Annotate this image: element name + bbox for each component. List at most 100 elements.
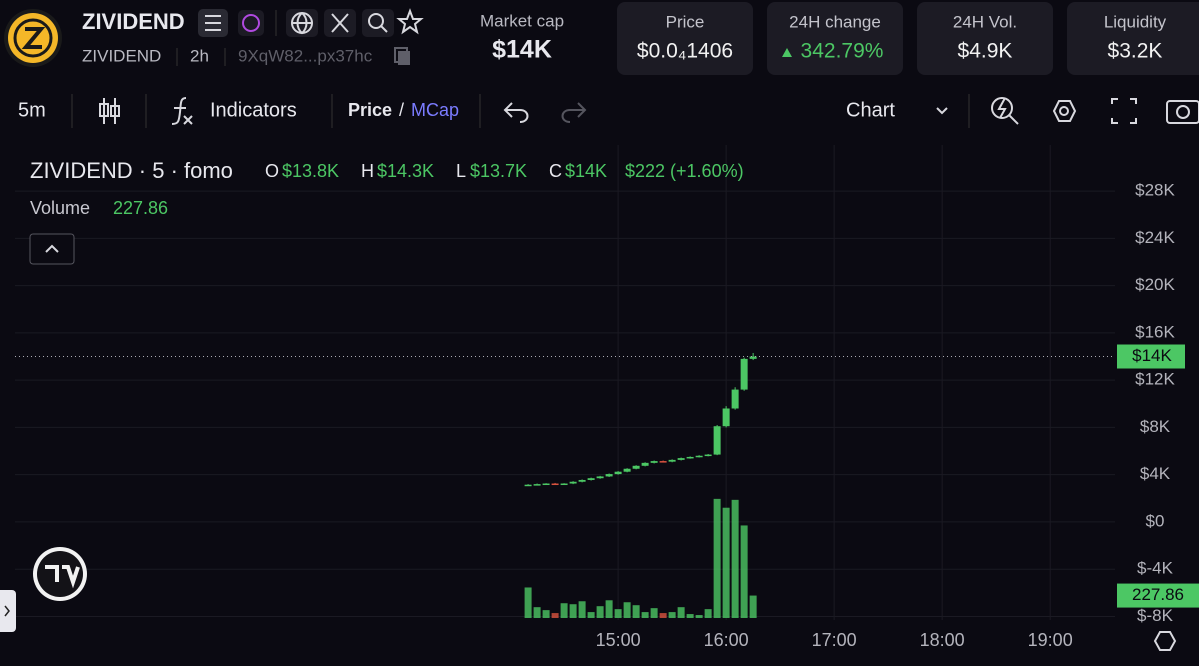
token-age: 2h <box>190 46 209 65</box>
stat-value: 342.79% <box>801 40 884 63</box>
volume-tag-bg <box>1117 583 1199 608</box>
x-tick-label: 16:00 <box>704 630 749 650</box>
candle-body <box>650 461 658 463</box>
volume-bar <box>740 525 748 618</box>
volume-bar <box>632 605 640 618</box>
token-ticker: ZIVIDEND <box>82 46 161 65</box>
screenshot-icon[interactable] <box>1166 100 1199 124</box>
menu-icon[interactable] <box>198 9 228 37</box>
candle-body <box>713 426 721 455</box>
candle-body <box>749 356 757 359</box>
volume-bar <box>659 613 667 618</box>
volume-label: Volume <box>30 198 90 218</box>
candle-body <box>569 481 577 484</box>
axis-settings-icon[interactable] <box>1153 631 1177 651</box>
candle-body <box>686 456 694 459</box>
candle-body <box>659 461 667 463</box>
candle-body <box>632 465 640 469</box>
redo-icon[interactable] <box>561 102 587 123</box>
y-tick-label: $0 <box>1146 511 1165 530</box>
side-panel-toggle[interactable] <box>0 590 16 632</box>
volume-bar <box>668 612 676 618</box>
volume-bar <box>695 615 703 618</box>
volume-bar <box>722 507 730 618</box>
token-name: ZIVIDEND <box>82 9 185 34</box>
candle-body <box>740 358 748 390</box>
stat-card <box>617 2 753 75</box>
logo[interactable] <box>4 9 62 67</box>
up-arrow <box>782 48 792 57</box>
settings-icon[interactable] <box>1052 100 1077 122</box>
mcap-toggle[interactable]: MCap <box>411 100 459 120</box>
undo-icon[interactable] <box>503 102 529 123</box>
x-tick-label: 18:00 <box>920 630 965 650</box>
volume-bar <box>578 601 586 618</box>
stat-card <box>767 2 903 75</box>
volume-bar <box>596 606 604 618</box>
volume-bar <box>587 612 595 618</box>
volume-bar <box>650 608 658 618</box>
website-icon[interactable] <box>286 9 318 37</box>
toggle-separator: / <box>399 100 404 120</box>
volume-bar <box>551 613 559 618</box>
chart-dropdown[interactable]: Chart <box>846 99 895 121</box>
collapse-button[interactable] <box>29 233 75 265</box>
candle-body <box>614 471 622 475</box>
legend-close: $14K <box>565 161 607 181</box>
candle-body <box>587 478 595 480</box>
fullscreen-icon[interactable] <box>1111 98 1137 124</box>
candle-body <box>542 483 550 486</box>
search-icon[interactable] <box>362 9 394 37</box>
y-tick-label: $16K <box>1135 322 1175 341</box>
favorite-icon[interactable] <box>396 8 424 35</box>
legend-h: H <box>361 161 374 181</box>
price-tag: $14K <box>1132 346 1172 365</box>
volume-bar <box>677 607 685 618</box>
candle-body <box>524 484 532 487</box>
candle-body <box>605 474 613 477</box>
volume-bar <box>686 614 694 618</box>
interval[interactable]: 5m <box>18 99 46 121</box>
candle-body <box>533 484 541 486</box>
volume-tag: 227.86 <box>1132 585 1184 604</box>
y-tick-label: $8K <box>1140 417 1171 436</box>
volume-bar <box>704 609 712 618</box>
x-tick-label: 17:00 <box>812 630 857 650</box>
x-tick-label: 19:00 <box>1028 630 1073 650</box>
candle-type-icon[interactable] <box>99 98 120 124</box>
y-tick-label: $12K <box>1135 370 1175 389</box>
x-tick-label: 15:00 <box>596 630 641 650</box>
stat-card <box>917 2 1053 75</box>
price-toggle[interactable]: Price <box>348 100 392 120</box>
volume-bar <box>524 587 532 618</box>
candle-body <box>722 408 730 427</box>
fx-icon[interactable] <box>171 97 193 125</box>
volume-bar <box>533 607 541 618</box>
stat-value: $3.2K <box>1108 40 1163 63</box>
legend-high: $14.3K <box>377 161 434 181</box>
volume-bar <box>614 609 622 618</box>
candle-body <box>677 458 685 460</box>
token-address: 9XqW82...px37hc <box>238 46 373 65</box>
x-icon[interactable] <box>324 9 356 37</box>
legend-low: $13.7K <box>470 161 527 181</box>
tradingview-logo[interactable] <box>33 547 87 601</box>
copy-icon[interactable] <box>394 47 410 65</box>
candle-body <box>641 462 649 466</box>
volume-bar <box>731 499 739 618</box>
volume-bar <box>560 603 568 618</box>
volume-value: 227.86 <box>113 198 168 218</box>
volume-bar <box>542 610 550 618</box>
legend-l: L <box>456 161 466 181</box>
volume-bar <box>641 612 649 618</box>
market-cap-label: Market cap <box>480 11 564 30</box>
badge-icon[interactable] <box>238 10 264 36</box>
volume-bar <box>749 595 757 618</box>
stat-value: $0.0₄1406 <box>637 40 733 63</box>
stat-label: Liquidity <box>1104 12 1167 31</box>
y-tick-label: $20K <box>1135 275 1175 294</box>
dropdown-chevron[interactable] <box>936 107 948 115</box>
candle-body <box>560 483 568 486</box>
zoom-icon[interactable] <box>991 97 1019 125</box>
indicators-button[interactable]: Indicators <box>210 99 297 121</box>
